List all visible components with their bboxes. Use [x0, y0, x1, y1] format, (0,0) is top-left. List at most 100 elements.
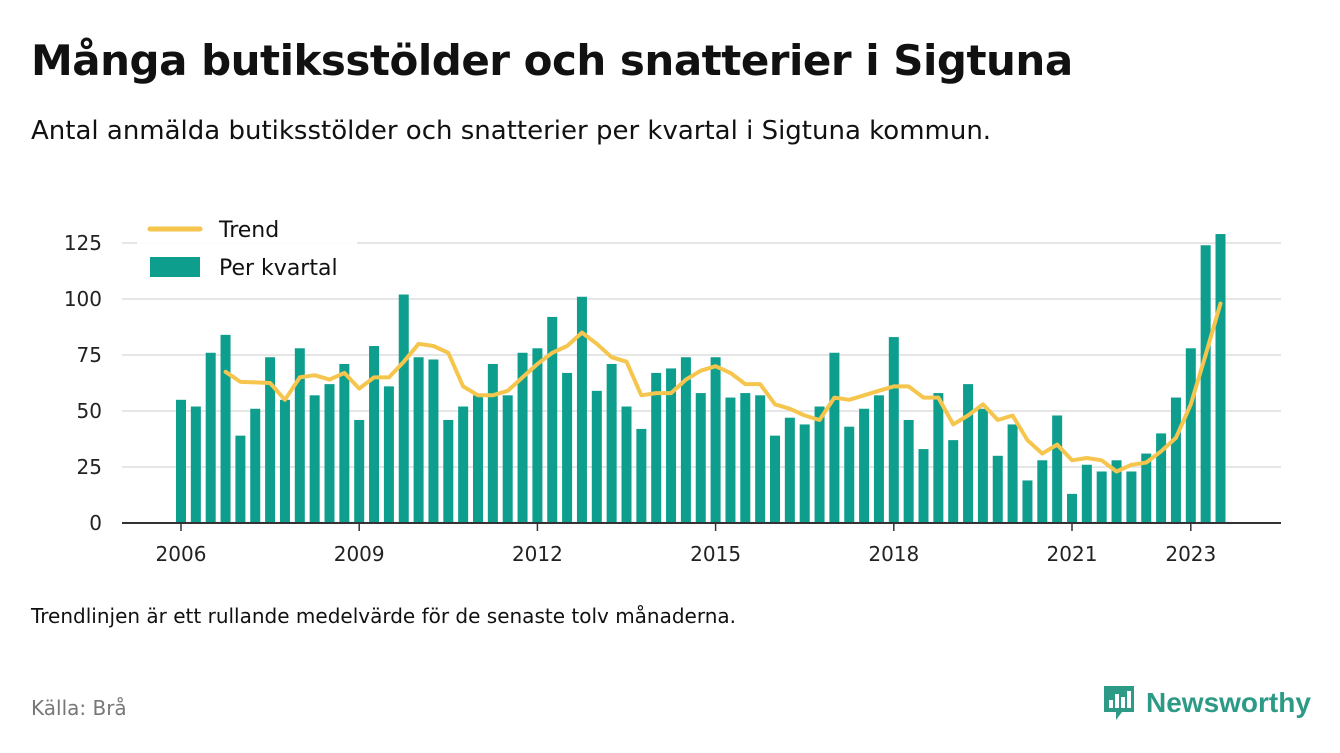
bar	[324, 384, 335, 523]
bar	[309, 395, 320, 523]
bar	[1067, 493, 1077, 523]
bar	[740, 393, 751, 523]
bar	[725, 397, 736, 523]
trend-line	[223, 301, 1223, 474]
bar	[354, 419, 365, 523]
bar	[369, 346, 380, 523]
y-tick-label: 25	[77, 455, 102, 479]
x-axis-ticks	[180, 523, 1192, 531]
bar	[680, 357, 691, 523]
legend: Trend Per kvartal	[137, 210, 357, 290]
bar	[963, 384, 974, 523]
bar	[1081, 464, 1092, 523]
bar	[859, 408, 870, 523]
bar	[755, 395, 766, 523]
source: Källa: Brå	[31, 696, 127, 720]
y-axis-labels: 0 25 50 75 100 125	[64, 231, 102, 535]
bar	[473, 395, 483, 523]
bar	[591, 390, 602, 523]
bar	[873, 395, 884, 523]
bar	[977, 408, 988, 523]
bar	[547, 316, 558, 523]
newsworthy-logo-icon	[1104, 686, 1134, 720]
bar	[250, 408, 261, 523]
legend-trend-label: Trend	[218, 218, 279, 243]
chart-title: Många butiksstölder och snatterier i Sig…	[31, 36, 1073, 85]
x-tick-label: 2023	[1165, 542, 1216, 566]
bar	[1022, 480, 1033, 523]
bar	[487, 363, 498, 523]
brand-name: Newsworthy	[1146, 687, 1311, 718]
bar	[220, 334, 231, 523]
bar	[1096, 471, 1107, 523]
bar	[636, 428, 647, 523]
bar	[695, 393, 706, 523]
bar	[383, 386, 394, 523]
bar	[903, 419, 914, 523]
x-tick-label: 2021	[1047, 542, 1098, 566]
bar	[992, 455, 1003, 523]
bar	[1141, 453, 1152, 523]
bar	[784, 417, 795, 523]
trend-note: Trendlinjen är ett rullande medelvärde f…	[31, 604, 737, 628]
bar	[606, 363, 617, 523]
bar	[770, 435, 780, 523]
bar	[428, 359, 439, 523]
bar	[710, 357, 721, 523]
bar	[1126, 471, 1137, 523]
bar	[1215, 234, 1226, 524]
bar	[933, 393, 944, 523]
bar	[235, 435, 246, 523]
brand-logo: Newsworthy	[1102, 684, 1311, 722]
y-tick-label: 50	[77, 399, 102, 423]
bar	[517, 352, 528, 523]
bar	[829, 352, 840, 523]
bar	[1052, 415, 1063, 523]
bar	[621, 406, 632, 523]
y-tick-label: 0	[89, 511, 102, 535]
x-tick-label: 2012	[512, 542, 563, 566]
bar	[844, 426, 855, 523]
bar	[799, 424, 810, 523]
x-axis-labels: 2006 2009 2012 2015 2018 2021 2023	[156, 542, 1217, 566]
bar	[398, 294, 409, 523]
bar	[1156, 433, 1167, 523]
bar	[176, 399, 186, 523]
bar	[190, 406, 201, 523]
bar	[294, 348, 305, 523]
chart-subtitle: Antal anmälda butiksstölder och snatteri…	[31, 116, 992, 146]
bar	[918, 449, 929, 523]
bar	[1111, 460, 1122, 523]
y-tick-label: 100	[64, 287, 102, 311]
bar	[458, 406, 469, 523]
bar	[814, 406, 825, 523]
legend-bar-label: Per kvartal	[219, 256, 338, 281]
bar	[576, 296, 587, 523]
bar	[1170, 397, 1181, 523]
bar	[413, 357, 424, 523]
bar	[279, 399, 290, 523]
y-tick-label: 125	[64, 231, 102, 255]
bar	[666, 368, 677, 523]
bar	[1007, 424, 1018, 523]
bar	[205, 352, 216, 523]
bar	[562, 372, 573, 523]
bar	[265, 357, 276, 523]
x-tick-label: 2015	[690, 542, 741, 566]
bar	[532, 348, 543, 523]
bar	[651, 372, 662, 523]
bar-series-per-kvartal	[176, 234, 1226, 524]
bar	[1200, 245, 1211, 524]
bar	[1185, 348, 1196, 523]
x-tick-label: 2009	[334, 542, 385, 566]
bar	[502, 395, 513, 523]
y-tick-label: 75	[77, 343, 102, 367]
x-tick-label: 2018	[868, 542, 919, 566]
x-tick-label: 2006	[156, 542, 207, 566]
bar	[339, 363, 350, 523]
bar	[1037, 460, 1048, 523]
bar	[443, 419, 454, 523]
legend-bar-swatch	[150, 257, 200, 277]
bar	[948, 440, 959, 523]
